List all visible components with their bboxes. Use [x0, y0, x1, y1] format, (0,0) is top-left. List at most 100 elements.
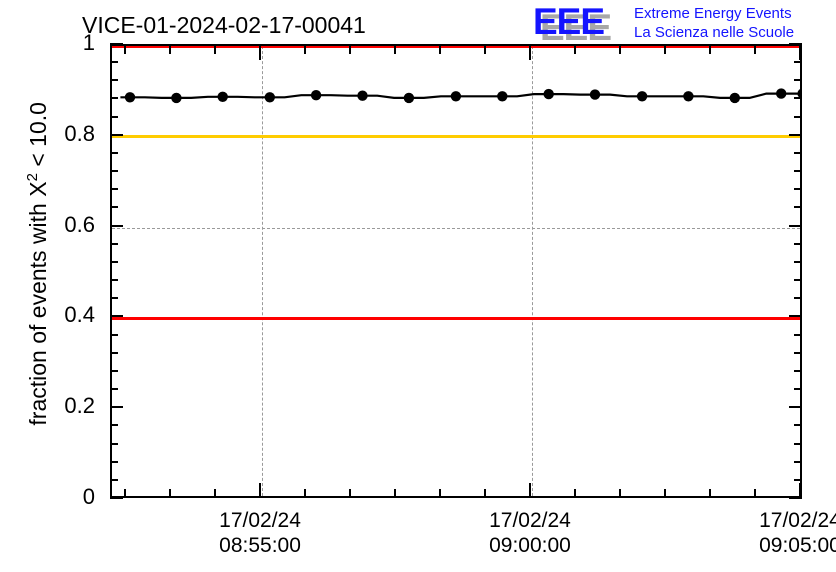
y-axis-tick-label: 0 [82, 484, 95, 509]
y-axis-tick [110, 297, 118, 300]
x-axis-tick [573, 489, 576, 498]
x-axis-tick [214, 489, 217, 498]
x-axis-tick-top [663, 45, 666, 54]
x-axis-tick-label-date: 17/02/24 [489, 509, 571, 532]
eee-logo-line-1: Extreme Energy Events [634, 5, 792, 22]
y-axis-tick [110, 242, 118, 245]
gridline-vertical [531, 46, 533, 496]
y-axis-tick-right [794, 151, 802, 154]
data-point-marker [497, 91, 508, 102]
page-title: VICE-01-2024-02-17-00041 [82, 12, 366, 38]
data-point-marker [450, 91, 462, 102]
y-axis-tick [110, 460, 118, 463]
data-point-marker [776, 88, 787, 99]
y-axis-tick [110, 224, 123, 227]
x-axis-tick-top [214, 45, 217, 54]
y-axis-tick [110, 369, 118, 372]
x-axis-tick [618, 489, 621, 498]
x-axis-tick [394, 489, 396, 498]
y-axis-tick [110, 442, 118, 445]
y-axis-tick [110, 97, 118, 100]
x-axis-tick-top [438, 45, 441, 54]
y-axis-tick-right [794, 460, 802, 463]
y-axis-tick-right [789, 133, 802, 136]
y-axis-tick-label: 0.4 [64, 302, 95, 328]
x-axis-tick-top [394, 45, 396, 54]
y-axis-tick [110, 115, 118, 118]
y-axis-title: fraction of events with X2 < 10.0 [24, 102, 51, 426]
y-axis-tick-right [789, 406, 802, 409]
y-axis-tick [110, 133, 123, 136]
y-axis-tick-label: 1 [82, 30, 95, 55]
y-axis-tick-right [794, 242, 802, 245]
x-axis-tick [304, 489, 307, 498]
y-axis-tick [110, 61, 118, 64]
data-point-marker [543, 88, 554, 100]
y-axis-tick-label: 0.6 [64, 211, 95, 237]
x-axis-tick-label: 17/02/24 09:00:00 [430, 508, 630, 558]
y-axis-tick-right [794, 369, 802, 372]
data-point-marker [797, 89, 800, 99]
data-point-marker [124, 92, 136, 103]
y-axis-tick-right [794, 279, 802, 282]
y-axis-tick-right [794, 424, 802, 427]
y-axis-tick-right [794, 442, 802, 445]
x-axis-tick-top [618, 45, 621, 54]
x-axis-tick [483, 489, 486, 498]
data-point-marker [636, 91, 648, 102]
eee-logo-mark-front: EEE [533, 1, 605, 42]
y-axis-tick [110, 315, 123, 318]
x-axis-tick-top [528, 45, 531, 60]
y-axis-tick-right [794, 478, 802, 481]
x-axis-tick [663, 489, 666, 498]
yellow-threshold [112, 135, 800, 139]
data-point-marker [403, 92, 415, 104]
x-axis-tick-top [573, 45, 576, 54]
y-axis-tick [110, 43, 123, 45]
y-axis-tick-right [794, 115, 802, 118]
x-axis-tick-label-time: 09:05:00 [759, 534, 836, 557]
y-axis-tick [110, 478, 118, 481]
data-point-marker [589, 89, 601, 100]
y-axis-tick-right [794, 97, 802, 100]
y-axis-tick-right [794, 260, 802, 263]
y-axis-tick [110, 170, 118, 173]
x-axis-tick-top [708, 45, 711, 54]
data-point-marker [729, 92, 740, 104]
x-axis-tick-top [169, 45, 172, 54]
y-axis-tick [110, 388, 118, 391]
y-axis-tick-right [794, 388, 802, 391]
y-axis-tick [110, 151, 118, 154]
eee-logo-mark-shadow: EEE [540, 7, 612, 48]
x-axis-tick-top [753, 45, 756, 54]
x-axis-tick-top [124, 45, 127, 54]
y-axis-tick-right [794, 351, 802, 354]
upper-red-threshold [112, 46, 800, 48]
x-axis-tick-label: 17/02/24 09:05:00 [700, 508, 836, 558]
x-axis-tick-top [483, 45, 486, 54]
x-axis-tick-top [304, 45, 307, 54]
y-axis-tick [110, 424, 118, 427]
x-axis-tick-top [798, 45, 801, 60]
y-axis-tick-right [789, 43, 802, 45]
x-axis-tick-label-time: 08:55:00 [219, 534, 301, 557]
y-axis-tick-right [794, 297, 802, 300]
plot-area [110, 44, 802, 498]
y-axis-tick [110, 351, 118, 354]
x-axis-tick [169, 489, 172, 498]
data-line [120, 92, 800, 99]
y-axis-tick-right [794, 79, 802, 82]
data-point-marker [264, 92, 275, 103]
lower-red-threshold [112, 316, 800, 320]
y-axis-tick-right [794, 170, 802, 173]
x-axis-tick [798, 483, 801, 498]
data-point-marker [217, 91, 228, 102]
x-axis-tick-top [259, 45, 262, 60]
gridline-horizontal [112, 227, 800, 229]
y-axis-tick [110, 79, 118, 82]
x-axis-tick [528, 483, 531, 498]
y-axis-tick-right [789, 224, 802, 227]
data-point-marker [683, 91, 694, 102]
y-axis-tick-right [794, 333, 802, 336]
